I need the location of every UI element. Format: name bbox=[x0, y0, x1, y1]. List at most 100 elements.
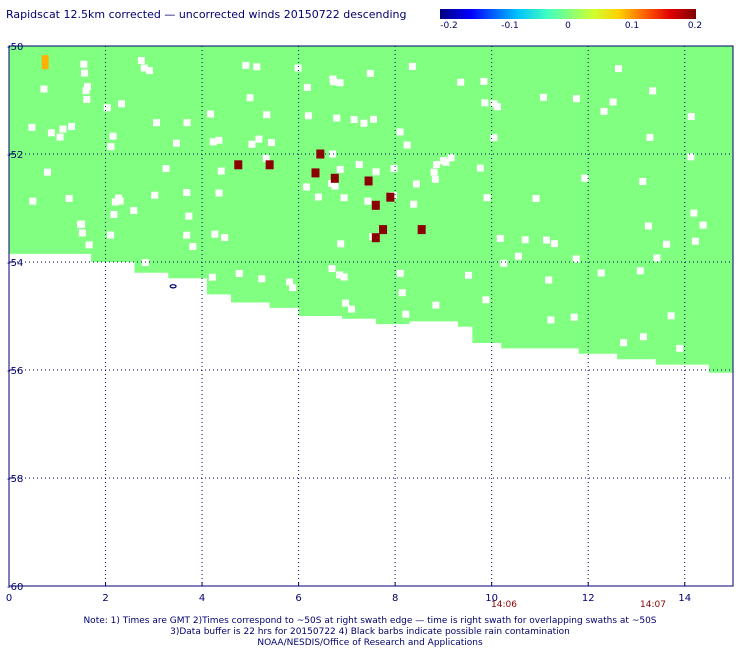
missing-cell bbox=[396, 269, 404, 277]
missing-cell bbox=[267, 139, 275, 147]
missing-cell bbox=[432, 301, 440, 309]
missing-cell bbox=[366, 69, 374, 77]
missing-cell bbox=[364, 197, 372, 205]
missing-cell bbox=[581, 174, 589, 182]
missing-cell bbox=[439, 157, 447, 165]
time-label: 14:06 bbox=[491, 600, 517, 610]
x-tick-label: 4 bbox=[199, 593, 205, 604]
missing-cell bbox=[215, 189, 223, 197]
x-tick-label: 12 bbox=[582, 593, 595, 604]
missing-cell bbox=[130, 207, 138, 215]
diff-cell bbox=[311, 168, 320, 178]
y-tick-label: -54 bbox=[7, 258, 23, 269]
x-tick-label: 2 bbox=[102, 593, 108, 604]
missing-cell bbox=[615, 65, 623, 73]
missing-cell bbox=[646, 133, 654, 141]
missing-cell bbox=[337, 240, 345, 248]
diff-cell bbox=[41, 55, 49, 70]
missing-cell bbox=[482, 296, 490, 304]
missing-cell bbox=[412, 180, 420, 188]
swath-area bbox=[9, 46, 733, 373]
missing-cell bbox=[65, 194, 73, 202]
missing-cell bbox=[107, 143, 115, 151]
missing-cell bbox=[209, 138, 217, 146]
missing-cell bbox=[207, 110, 215, 118]
missing-cell bbox=[253, 63, 261, 71]
missing-cell bbox=[644, 222, 652, 230]
missing-cell bbox=[289, 284, 297, 292]
x-tick-label: 6 bbox=[295, 593, 301, 604]
chart-title: Rapidscat 12.5km corrected — uncorrected… bbox=[6, 8, 407, 21]
colorbar-tick: 0 bbox=[565, 21, 571, 31]
missing-cell bbox=[542, 236, 550, 244]
missing-cell bbox=[248, 140, 256, 148]
missing-cell bbox=[572, 255, 580, 263]
missing-cell bbox=[82, 87, 90, 95]
missing-cell bbox=[676, 344, 684, 352]
colorbar-tick: -0.2 bbox=[440, 21, 458, 31]
diff-cell bbox=[330, 173, 339, 183]
diff-cell bbox=[364, 176, 373, 186]
missing-cell bbox=[402, 310, 410, 318]
missing-cell bbox=[47, 129, 55, 137]
missing-cell bbox=[480, 77, 488, 85]
missing-cell bbox=[109, 132, 117, 140]
missing-cell bbox=[336, 165, 344, 173]
missing-cell bbox=[636, 267, 644, 275]
diff-cell bbox=[417, 225, 426, 235]
missing-cell bbox=[302, 183, 310, 191]
missing-cell bbox=[350, 116, 358, 124]
diff-cell bbox=[316, 149, 325, 159]
missing-cell bbox=[85, 241, 93, 249]
missing-cell bbox=[235, 270, 243, 278]
missing-cell bbox=[464, 271, 472, 279]
missing-cell bbox=[314, 193, 322, 201]
time-label: 14:07 bbox=[640, 600, 666, 610]
missing-cell bbox=[185, 212, 193, 220]
missing-cell bbox=[328, 179, 336, 187]
missing-cell bbox=[430, 168, 438, 176]
y-tick-label: -52 bbox=[7, 150, 23, 161]
missing-cell bbox=[152, 119, 160, 127]
missing-cell bbox=[255, 135, 263, 143]
missing-cell bbox=[183, 119, 191, 127]
missing-cell bbox=[369, 115, 377, 123]
missing-cell bbox=[433, 161, 441, 169]
missing-cell bbox=[493, 103, 501, 111]
missing-cell bbox=[217, 167, 225, 175]
missing-cell bbox=[500, 259, 508, 267]
missing-cell bbox=[59, 125, 67, 133]
missing-cell bbox=[447, 154, 455, 162]
x-tick-label: 8 bbox=[392, 593, 398, 604]
missing-cell bbox=[372, 168, 380, 176]
missing-cell bbox=[699, 221, 707, 229]
missing-cell bbox=[304, 112, 312, 120]
missing-cell bbox=[550, 240, 558, 248]
note-line-2: 3)Data buffer is 22 hrs for 20150722 4) … bbox=[170, 627, 570, 637]
missing-cell bbox=[667, 312, 675, 320]
missing-cell bbox=[107, 231, 115, 239]
missing-cell bbox=[110, 211, 118, 219]
missing-cell bbox=[189, 242, 197, 250]
y-tick-label: -58 bbox=[7, 474, 23, 485]
missing-cell bbox=[162, 165, 170, 173]
missing-cell bbox=[514, 252, 522, 260]
missing-cell bbox=[303, 83, 311, 91]
missing-cell bbox=[81, 69, 89, 77]
missing-cell bbox=[118, 100, 126, 108]
missing-cell bbox=[215, 136, 223, 144]
missing-cell bbox=[398, 289, 406, 297]
missing-cell bbox=[620, 339, 628, 347]
missing-cell bbox=[286, 278, 294, 286]
missing-cell bbox=[340, 194, 348, 202]
missing-cell bbox=[431, 175, 439, 183]
diff-cell bbox=[386, 192, 395, 202]
missing-cell bbox=[84, 83, 92, 91]
missing-cell bbox=[103, 104, 111, 112]
diff-cell bbox=[379, 225, 388, 235]
missing-cell bbox=[360, 119, 368, 127]
missing-cell bbox=[242, 61, 250, 69]
missing-cell bbox=[483, 194, 491, 202]
missing-cell bbox=[183, 231, 191, 239]
colorbar-tick: 0.2 bbox=[687, 21, 703, 31]
